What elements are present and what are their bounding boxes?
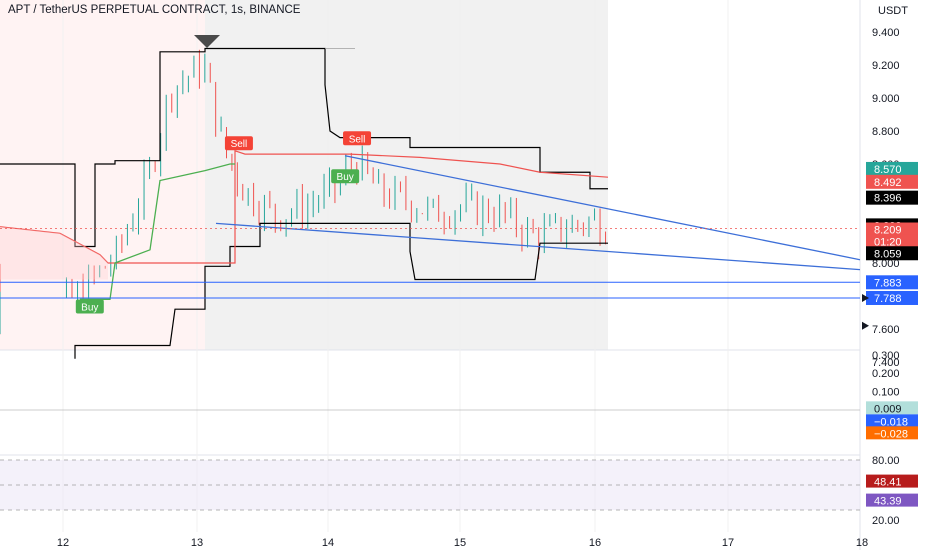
price-tag (866, 275, 918, 290)
supertrend-red (0, 149, 609, 264)
price-tag (866, 246, 918, 261)
price-tick-label: 8.000 (872, 258, 900, 270)
trendline-upper (344, 155, 861, 261)
signal-badge (224, 136, 253, 151)
time-tick-label: 16 (589, 537, 601, 549)
signal-sell: Sell (343, 131, 372, 146)
price-tag (866, 222, 918, 237)
time-tick-label: 18 (856, 537, 868, 549)
rsi-tag (866, 474, 918, 488)
rsi-band (0, 460, 860, 510)
indicator-bands (0, 409, 860, 511)
signal-label: Sell (231, 139, 248, 150)
rsi-tick-label: 20.00 (872, 515, 900, 527)
price-tick-label: 9.400 (872, 27, 900, 39)
macd-tick-label: 0.300 (872, 350, 900, 362)
time-tick-label: 12 (57, 537, 69, 549)
price-tag (866, 290, 918, 305)
price-tag-label: 7.788 (874, 293, 902, 305)
macd-tag-label: 0.009 (874, 403, 902, 415)
price-tick-label: 7.600 (872, 324, 900, 336)
price-tick-label: 8.800 (872, 126, 900, 138)
rsi-tag (866, 493, 918, 507)
macd-tag (866, 401, 918, 415)
chart-title: APT / TetherUS PERPETUAL CONTRACT, 1s, B… (8, 4, 301, 16)
price-tag (866, 234, 918, 249)
rsi-tick-label: 80.00 (872, 455, 900, 467)
macd-tick-label: 0.200 (872, 368, 900, 380)
currency-label: USDT (878, 5, 908, 17)
signal-buy: Buy (75, 299, 104, 314)
price-axis: 9.4009.2009.0008.8008.6008.0007.6007.400… (862, 27, 918, 527)
signal-label: Buy (81, 303, 98, 314)
bg-zone-mid (205, 0, 608, 350)
signal-label: Buy (337, 172, 354, 183)
rsi-tag-label: 43.39 (874, 496, 902, 508)
price-tag-label: 01:20 (874, 237, 902, 249)
grid-lines (62, 0, 729, 532)
time-tick-label: 13 (191, 537, 203, 549)
price-tag-label: 8.396 (874, 193, 902, 205)
price-tag-label: 8.570 (874, 164, 902, 176)
price-tag (866, 161, 918, 176)
price-tag-label: 8.059 (874, 248, 902, 260)
macd-tag-label: −0.018 (874, 416, 908, 428)
price-tag (866, 190, 918, 205)
signal-buy: Buy (331, 169, 360, 184)
signal-badge (343, 131, 372, 146)
signal-badge (75, 299, 104, 314)
arrow-icon (862, 321, 869, 330)
macd-tag (866, 414, 918, 428)
time-axis: 12 13 14 15 16 17 18 (57, 537, 868, 549)
time-tick-label: 17 (722, 537, 734, 549)
supertrend-green (80, 163, 235, 300)
price-tick-label: 9.000 (872, 93, 900, 105)
price-tag (866, 174, 918, 189)
macd-tag (866, 426, 918, 440)
candlestick-series (0, 49, 607, 335)
macd-tick-label: 0.100 (872, 387, 900, 399)
price-tag-label: 7.883 (874, 277, 902, 289)
signal-markers: Buy Sell Buy Sell (75, 131, 372, 314)
bg-zone-left (0, 0, 205, 350)
macd-tag-label: −0.028 (874, 428, 908, 440)
time-tick-label: 15 (454, 537, 466, 549)
marker-triangle-icon (194, 35, 220, 48)
price-tick-label: 7.400 (872, 357, 900, 369)
signal-badge (331, 169, 360, 184)
signal-sell: Sell (224, 136, 253, 151)
trendline-lower (215, 222, 861, 271)
price-tick-label: 9.200 (872, 60, 900, 72)
price-tag-label: 8.492 (874, 177, 902, 189)
arrow-icon (862, 293, 869, 302)
channel-upper (0, 47, 608, 248)
price-tag-label: 8.209 (874, 225, 902, 237)
signal-label: Sell (349, 134, 366, 145)
supertrend-red-fill (0, 226, 108, 280)
rsi-tag-label: 48.41 (874, 477, 902, 489)
overlay-lines (0, 47, 861, 359)
time-tick-label: 14 (322, 537, 334, 549)
channel-lower (74, 222, 608, 359)
